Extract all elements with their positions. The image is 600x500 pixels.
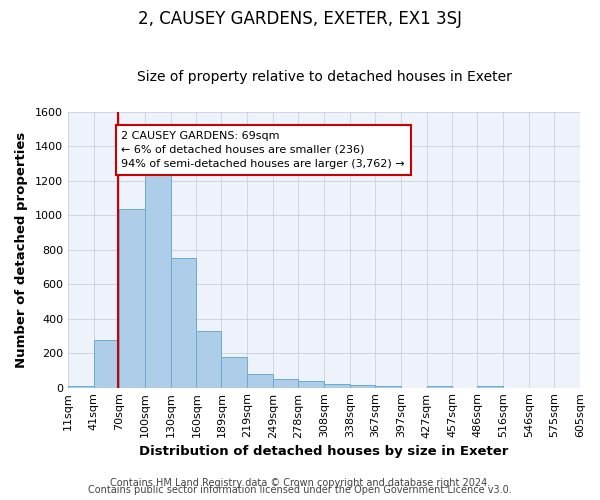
Bar — [298, 381, 324, 388]
Text: Contains public sector information licensed under the Open Government Licence v3: Contains public sector information licen… — [88, 485, 512, 495]
Bar — [94, 340, 119, 388]
Bar — [324, 384, 350, 388]
Bar — [375, 386, 401, 388]
Bar — [427, 386, 452, 388]
Bar — [119, 210, 145, 388]
Bar — [196, 330, 221, 388]
Bar — [170, 258, 196, 388]
Bar — [145, 173, 170, 388]
Title: Size of property relative to detached houses in Exeter: Size of property relative to detached ho… — [137, 70, 511, 85]
Y-axis label: Number of detached properties: Number of detached properties — [15, 132, 28, 368]
Text: Contains HM Land Registry data © Crown copyright and database right 2024.: Contains HM Land Registry data © Crown c… — [110, 478, 490, 488]
X-axis label: Distribution of detached houses by size in Exeter: Distribution of detached houses by size … — [139, 444, 509, 458]
Bar — [68, 386, 94, 388]
Bar — [478, 386, 503, 388]
Text: 2, CAUSEY GARDENS, EXETER, EX1 3SJ: 2, CAUSEY GARDENS, EXETER, EX1 3SJ — [138, 10, 462, 28]
Bar — [247, 374, 273, 388]
Bar — [221, 357, 247, 388]
Bar — [273, 380, 298, 388]
Text: 2 CAUSEY GARDENS: 69sqm
← 6% of detached houses are smaller (236)
94% of semi-de: 2 CAUSEY GARDENS: 69sqm ← 6% of detached… — [121, 131, 405, 169]
Bar — [350, 386, 375, 388]
